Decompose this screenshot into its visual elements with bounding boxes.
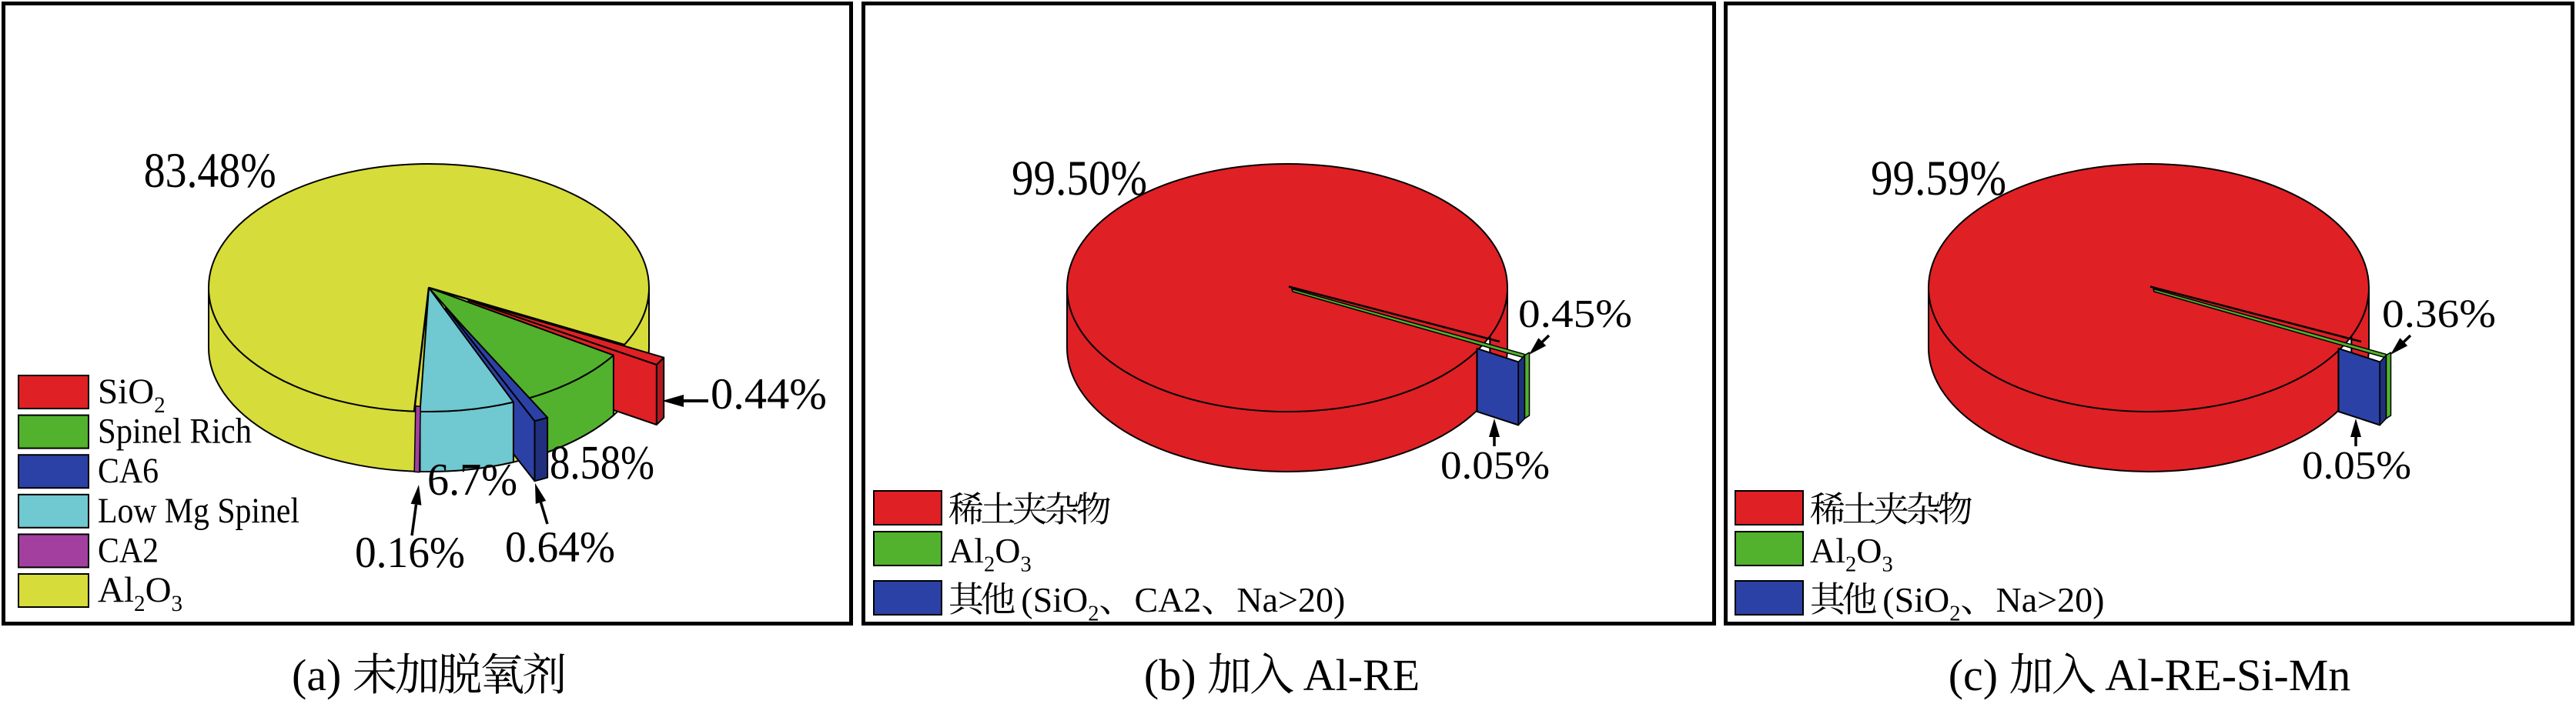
svg-text:(SiO: (SiO: [1012, 580, 1088, 619]
svg-text:0.05%: 0.05%: [2302, 444, 2411, 488]
svg-text:2: 2: [134, 592, 146, 616]
svg-text:0.16%: 0.16%: [355, 529, 465, 577]
svg-text:Al: Al: [948, 531, 984, 570]
svg-text:(SiO: (SiO: [1874, 580, 1949, 619]
svg-text:99.50%: 99.50%: [1012, 151, 1147, 206]
svg-text:2: 2: [984, 553, 995, 577]
svg-text:(a): (a): [292, 650, 353, 700]
svg-text:(c): (c): [1949, 650, 2009, 700]
svg-text:CA6: CA6: [98, 451, 159, 491]
svg-text:SiO: SiO: [98, 372, 154, 412]
svg-text:0.45%: 0.45%: [1518, 292, 1632, 336]
svg-text:8.58%: 8.58%: [550, 437, 654, 489]
svg-text:99.59%: 99.59%: [1871, 151, 2006, 206]
svg-text:CA2: CA2: [1135, 580, 1202, 619]
svg-text:2: 2: [1088, 602, 1099, 626]
svg-text:3: 3: [1021, 553, 1032, 577]
svg-text:CA2: CA2: [98, 530, 159, 570]
svg-text:Al: Al: [98, 570, 134, 610]
svg-text:0.64%: 0.64%: [505, 523, 615, 572]
svg-text:Al: Al: [1810, 531, 1845, 570]
svg-text:3: 3: [172, 592, 183, 616]
svg-text:2: 2: [1845, 553, 1856, 577]
svg-text:83.48%: 83.48%: [144, 143, 276, 199]
svg-text:2: 2: [154, 393, 166, 418]
svg-text:2: 2: [1949, 602, 1960, 626]
svg-text:0.44%: 0.44%: [711, 370, 827, 419]
svg-text:O: O: [995, 531, 1020, 570]
svg-text:O: O: [1856, 531, 1882, 570]
svg-text:0.05%: 0.05%: [1440, 444, 1550, 488]
svg-text:Na>20): Na>20): [1236, 580, 1345, 619]
svg-text:0.36%: 0.36%: [2382, 292, 2496, 336]
svg-text:(b): (b): [1144, 650, 1207, 700]
svg-text:Al-RE-Si-Mn: Al-RE-Si-Mn: [2094, 650, 2351, 700]
svg-text:Na>20): Na>20): [1996, 580, 2105, 619]
svg-text:Low Mg Spinel: Low Mg Spinel: [98, 491, 299, 531]
svg-text:Al-RE: Al-RE: [1292, 650, 1420, 700]
svg-text:6.7%: 6.7%: [427, 454, 517, 505]
svg-text:O: O: [146, 570, 172, 610]
svg-text:Spinel Rich: Spinel Rich: [98, 412, 252, 452]
svg-text:3: 3: [1882, 553, 1893, 577]
